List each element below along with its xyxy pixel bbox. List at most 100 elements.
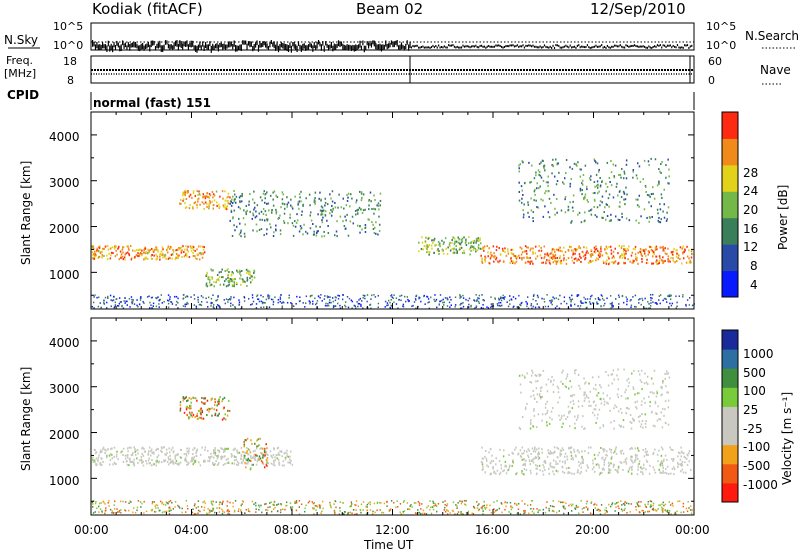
range-cell xyxy=(601,201,603,204)
range-cell xyxy=(214,401,216,404)
range-cell xyxy=(184,397,187,400)
range-cell xyxy=(197,194,199,197)
range-cell xyxy=(116,304,119,307)
range-cell xyxy=(544,459,546,462)
range-cell xyxy=(126,454,129,457)
range-cell xyxy=(356,301,358,303)
range-cell xyxy=(593,414,596,417)
range-cell xyxy=(572,253,575,256)
range-cell xyxy=(601,295,603,297)
range-cell xyxy=(201,409,204,412)
range-cell xyxy=(553,466,556,469)
range-cell xyxy=(628,245,630,248)
range-cell xyxy=(645,381,648,384)
range-cell xyxy=(499,448,501,451)
range-cell xyxy=(661,246,664,249)
range-cell xyxy=(521,301,523,304)
range-cell xyxy=(521,374,524,377)
range-cell xyxy=(431,247,433,250)
range-cell xyxy=(463,252,466,255)
range-cell xyxy=(194,201,197,204)
nsky-sample xyxy=(638,45,640,48)
range-cell xyxy=(244,512,246,515)
range-cell xyxy=(493,501,495,503)
range-cell xyxy=(351,307,353,310)
range-cell xyxy=(174,457,177,460)
range-cell xyxy=(648,472,651,475)
range-cell xyxy=(530,374,533,377)
range-cell xyxy=(550,380,552,383)
range-cell xyxy=(216,464,219,467)
range-cell xyxy=(171,461,174,464)
range-cell xyxy=(673,466,675,469)
range-cell xyxy=(652,453,654,456)
range-cell xyxy=(460,295,462,298)
range-cell xyxy=(237,452,240,455)
range-cell xyxy=(223,455,226,458)
range-cell xyxy=(127,456,129,459)
freq-tick-bottom: 8 xyxy=(67,74,74,87)
range-cell xyxy=(617,396,619,399)
range-cell xyxy=(243,454,245,457)
range-cell xyxy=(620,508,623,511)
nsky-sample xyxy=(518,45,520,48)
range-cell xyxy=(464,241,467,244)
range-cell xyxy=(117,247,119,250)
range-cell xyxy=(489,462,492,465)
range-cell xyxy=(387,299,390,302)
range-cell xyxy=(96,247,98,250)
range-cell xyxy=(607,263,610,266)
nsky-sample xyxy=(177,43,179,51)
nsky-sample xyxy=(355,44,357,52)
range-cell xyxy=(426,506,428,509)
nsky-sample xyxy=(134,41,137,48)
range-cell xyxy=(607,374,610,377)
nsky-sample xyxy=(659,44,661,47)
range-cell xyxy=(355,199,358,202)
range-cell xyxy=(151,451,154,454)
range-cell xyxy=(234,201,237,204)
range-cell xyxy=(590,303,592,306)
range-cell xyxy=(118,258,121,261)
range-cell xyxy=(574,252,576,255)
range-cell xyxy=(362,297,364,299)
range-cell xyxy=(608,463,611,466)
range-cell xyxy=(94,452,97,455)
range-cell xyxy=(548,467,550,470)
nsky-sample xyxy=(642,45,644,48)
range-cell xyxy=(536,426,538,429)
range-cell xyxy=(203,500,206,503)
range-cell xyxy=(240,458,242,461)
range-cell xyxy=(642,509,644,512)
freq-trace xyxy=(91,56,694,83)
nsky-sample xyxy=(615,44,617,47)
range-cell xyxy=(111,453,113,456)
range-cell xyxy=(511,506,514,509)
nsky-sample xyxy=(209,41,211,47)
range-cell xyxy=(311,294,313,297)
range-cell xyxy=(165,448,168,451)
range-cell xyxy=(514,297,517,300)
range-cell xyxy=(597,298,600,301)
range-cell xyxy=(92,257,95,260)
range-cell xyxy=(249,273,251,276)
range-cell xyxy=(216,507,218,509)
range-cell xyxy=(349,220,352,223)
range-cell xyxy=(550,379,552,382)
nsky-sample xyxy=(432,44,434,47)
range-cell xyxy=(446,298,449,301)
range-cell xyxy=(470,242,472,245)
range-cell xyxy=(546,501,548,503)
range-cell xyxy=(560,417,563,420)
range-cell xyxy=(217,462,220,465)
range-cell xyxy=(475,294,477,296)
freq-unit-label: [MHz] xyxy=(4,67,36,80)
range-cell xyxy=(581,182,583,185)
range-cell xyxy=(632,247,635,250)
range-cell xyxy=(324,214,327,217)
range-cell xyxy=(279,233,282,236)
range-cell xyxy=(662,261,664,264)
nsky-sample xyxy=(383,44,385,50)
range-cell xyxy=(143,512,145,514)
range-cell xyxy=(427,298,430,300)
